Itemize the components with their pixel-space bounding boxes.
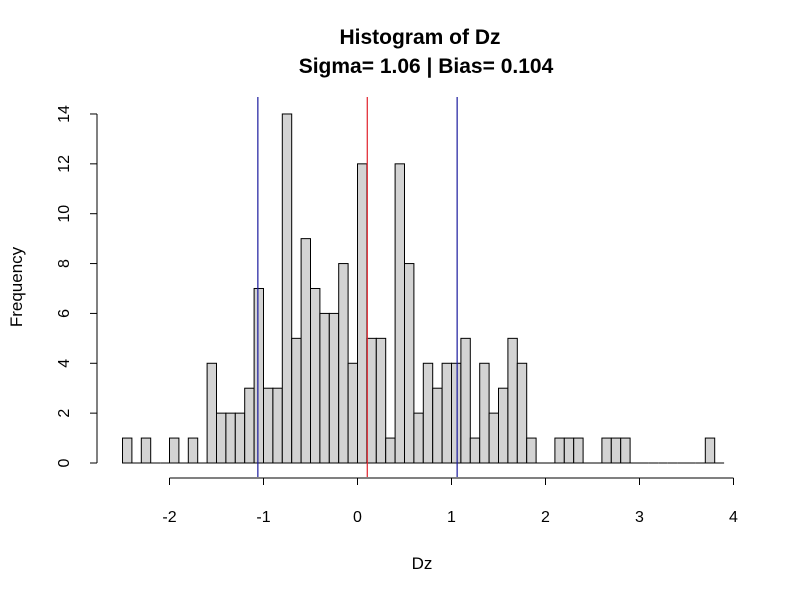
histogram-bar	[394, 163, 406, 464]
x-tick-label: 0	[353, 509, 362, 526]
histogram-bar	[460, 337, 471, 464]
histogram-bar	[620, 437, 631, 464]
histogram-bar	[244, 387, 255, 464]
y-tick-label: 12	[56, 155, 73, 173]
reference-lines	[257, 97, 458, 477]
y-tick-label: 6	[56, 309, 73, 318]
histogram-bar	[507, 337, 518, 464]
histogram-bar	[300, 238, 312, 464]
x-axis: -2 -1 0 1 2 3 4	[162, 477, 738, 526]
histogram-bar	[573, 437, 584, 464]
histogram-bar	[375, 337, 387, 464]
x-tick-label: 3	[635, 509, 644, 526]
x-tick-label: -2	[162, 509, 176, 526]
histogram-bar	[347, 362, 359, 464]
histogram-bar	[263, 387, 274, 464]
histogram-bar	[422, 362, 434, 464]
histogram-bar	[338, 263, 349, 464]
histogram-bar	[291, 337, 302, 464]
histogram-bar	[357, 163, 368, 464]
y-axis: 0 2 4 6 8 10 12 14	[56, 105, 98, 467]
histogram-bar	[413, 412, 424, 464]
histogram-bar	[610, 437, 622, 464]
histogram-bar	[488, 412, 500, 464]
histogram-bar	[140, 437, 152, 464]
histogram-bar	[122, 437, 133, 464]
x-axis-label: Dz	[412, 554, 433, 573]
histogram-bar	[516, 362, 528, 464]
y-tick-label: 8	[56, 259, 73, 268]
histogram-bar	[366, 337, 377, 464]
histogram-bar	[206, 362, 218, 464]
chart-subtitle: Sigma= 1.06 | Bias= 0.104	[299, 55, 554, 78]
x-tick-label: -1	[256, 509, 270, 526]
histogram-bar	[469, 437, 481, 464]
x-tick-label: 4	[729, 509, 738, 526]
x-tick-label: 2	[541, 509, 550, 526]
histogram-bar	[234, 412, 246, 464]
histogram-bar	[404, 263, 415, 464]
x-tick-label: 1	[447, 509, 456, 526]
histogram-bar	[451, 362, 462, 464]
histogram-bar	[526, 437, 537, 464]
histogram-bar	[554, 437, 565, 464]
histogram-bar	[563, 437, 575, 464]
histogram-bar	[385, 437, 396, 464]
y-tick-label: 10	[56, 205, 73, 223]
histogram-bar	[253, 287, 265, 464]
histogram-bar	[479, 362, 490, 464]
histogram-bar	[498, 387, 509, 464]
histogram-bar	[328, 312, 340, 464]
y-axis-label: Frequency	[7, 246, 26, 327]
y-tick-label: 0	[56, 458, 73, 467]
histogram-bar	[225, 412, 236, 464]
chart-title: Histogram of Dz	[339, 26, 500, 49]
y-tick-label: 4	[56, 359, 73, 368]
histogram-bar	[432, 387, 443, 464]
histogram-bar	[216, 412, 227, 464]
bars-group	[122, 113, 725, 464]
histogram-bar	[187, 437, 199, 464]
histogram-bar	[319, 312, 330, 464]
histogram-bar	[281, 113, 293, 464]
histogram-bar	[310, 287, 321, 464]
histogram-bar	[169, 437, 180, 464]
y-tick-label: 14	[56, 105, 73, 123]
histogram-bar	[441, 362, 453, 464]
histogram-bar	[601, 437, 612, 464]
y-tick-label: 2	[56, 409, 73, 418]
histogram-bar	[272, 387, 283, 464]
histogram-bar	[704, 437, 716, 464]
